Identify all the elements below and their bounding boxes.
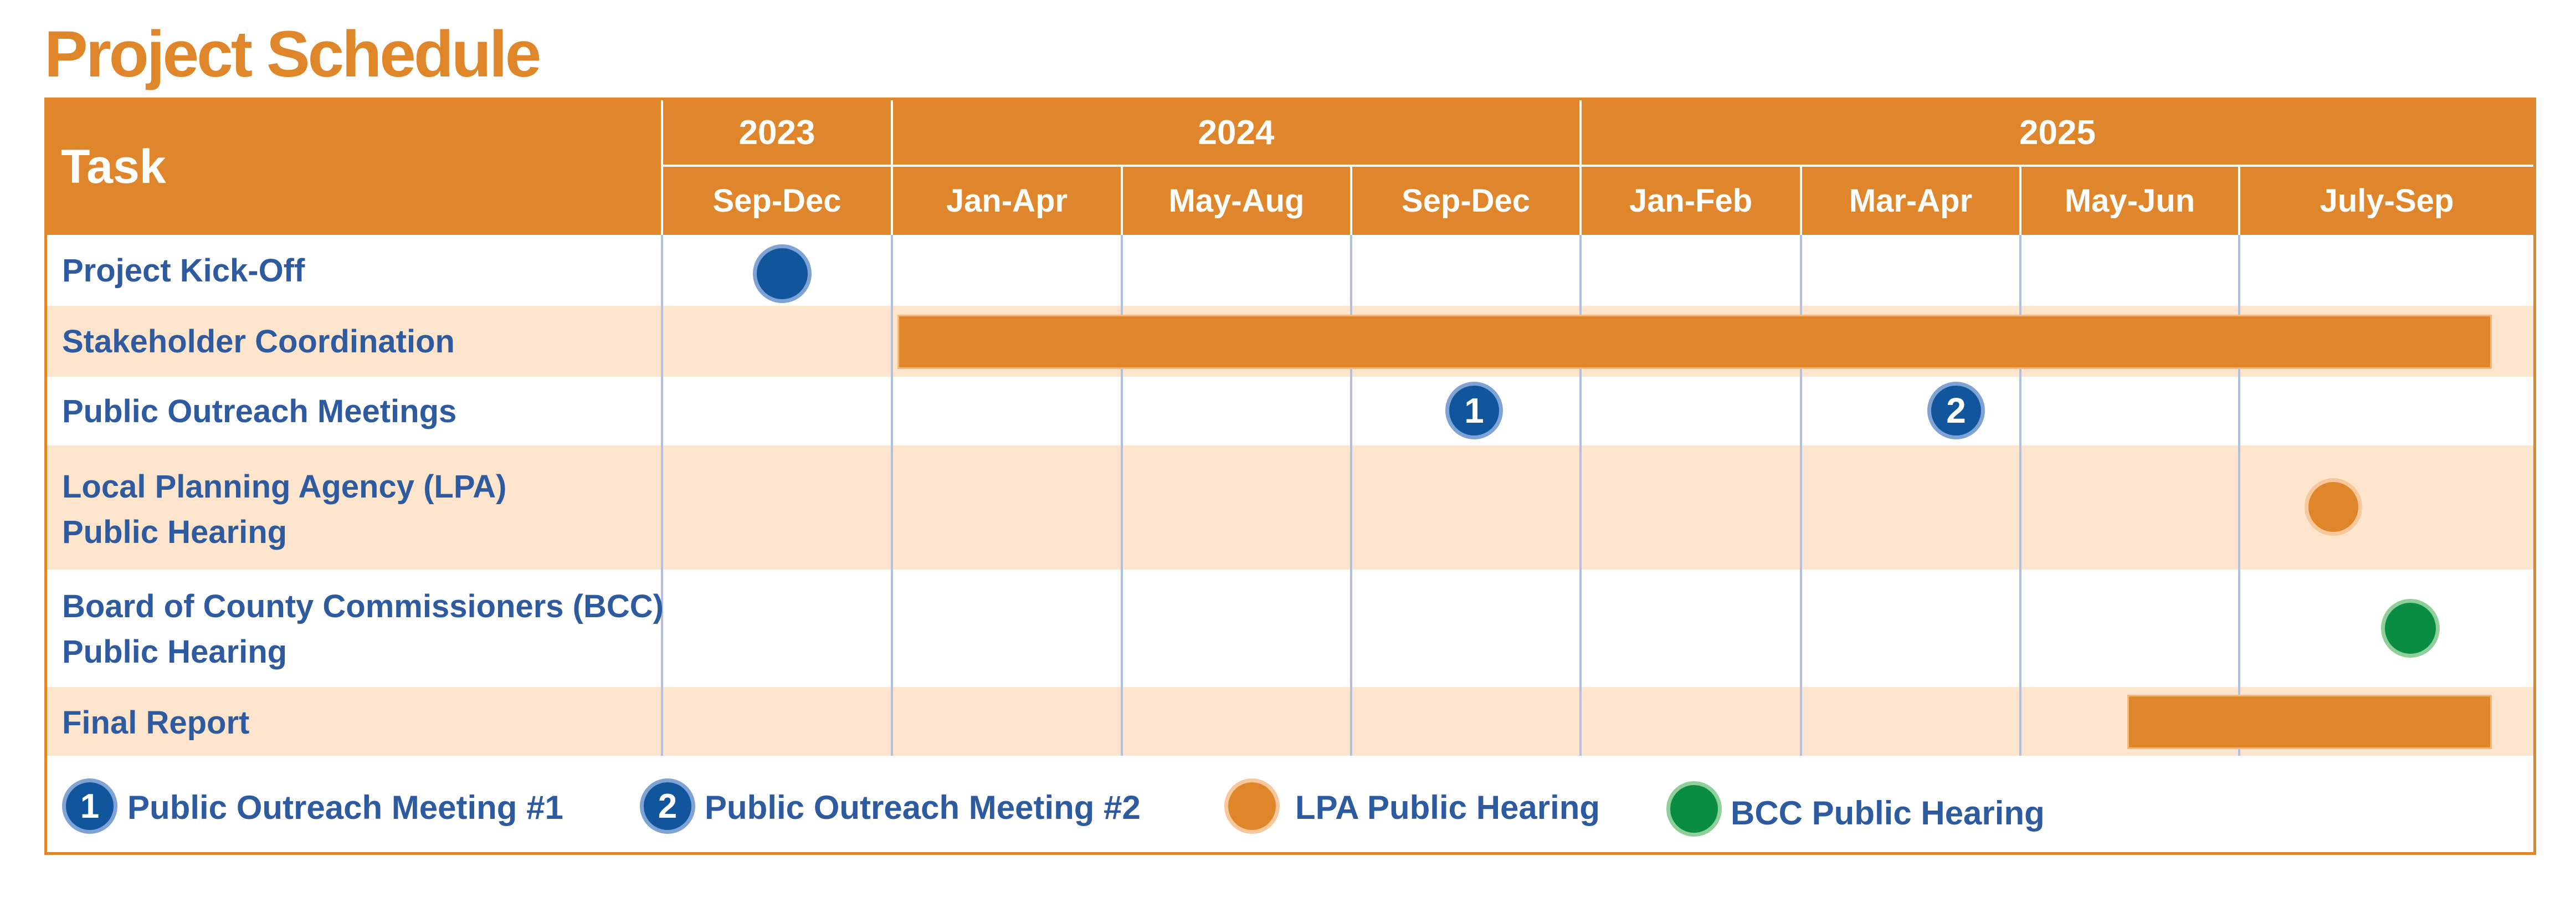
legend-lpa-label: LPA Public Hearing: [1295, 789, 1600, 826]
grid-line: [1800, 235, 1802, 756]
legend-bcc-label: BCC Public Hearing: [1731, 795, 2045, 832]
period-header: Sep-Dec: [712, 183, 841, 219]
header-vdivider: [2238, 165, 2240, 235]
page-title: Project Schedule: [44, 18, 541, 91]
period-header: May-Jun: [2064, 183, 2195, 219]
task-column-header: Task: [61, 140, 166, 193]
year-header: 2025: [2019, 113, 2096, 152]
grid-line: [891, 235, 893, 756]
legend-lpa-icon: [1224, 778, 1280, 834]
kickoff-marker: [753, 244, 812, 303]
task-row: [47, 687, 2533, 756]
task-row: [47, 377, 2533, 445]
legend-meeting-1-icon: 1: [62, 778, 117, 834]
task-row: [47, 235, 2533, 306]
year-header: 2023: [738, 113, 815, 152]
task-label: Board of County Commissioners (BCC) Publi…: [62, 588, 664, 670]
task-label: Public Outreach Meetings: [62, 393, 457, 429]
task-label: Stakeholder Coordination: [62, 324, 455, 360]
header-divider: [662, 165, 2533, 167]
header-vdivider: [891, 100, 893, 235]
legend-bcc-icon: [1666, 781, 1722, 837]
grid-line: [1121, 235, 1123, 756]
header-vdivider: [661, 100, 663, 235]
header-vdivider: [1800, 165, 1802, 235]
task-label: Local Planning Agency (LPA) Public Hearin…: [62, 469, 507, 550]
period-header: May-Aug: [1168, 183, 1305, 219]
header-vdivider: [2019, 165, 2021, 235]
final-report-bar: [2127, 695, 2492, 749]
period-header: Jan-Apr: [946, 183, 1068, 219]
task-label: Project Kick-Off: [62, 253, 305, 289]
lpa-hearing-marker: [2305, 478, 2362, 536]
grid-line: [661, 235, 663, 756]
stakeholder-coordination-bar: [897, 315, 2492, 369]
task-row: [47, 445, 2533, 570]
grid-line: [2019, 235, 2021, 756]
header-vdivider: [1121, 165, 1123, 235]
header-vdivider: [1350, 165, 1352, 235]
legend-meeting-1-label: Public Outreach Meeting #1: [127, 789, 563, 826]
legend-meeting-2-icon: 2: [640, 778, 695, 834]
table-header: [47, 100, 2533, 235]
bcc-hearing-marker: [2381, 599, 2440, 658]
task-label: Final Report: [62, 705, 250, 741]
period-header: Mar-Apr: [1849, 183, 1973, 219]
period-header: Jan-Feb: [1629, 183, 1753, 219]
year-header: 2024: [1198, 113, 1275, 152]
task-row: [47, 570, 2533, 687]
grid-line: [1579, 235, 1582, 756]
grid-line: [1350, 235, 1352, 756]
period-header: Sep-Dec: [1401, 183, 1531, 219]
outreach-meeting-1-marker: 1: [1445, 382, 1503, 439]
grid-line: [2238, 235, 2240, 756]
legend-meeting-2-label: Public Outreach Meeting #2: [705, 789, 1141, 826]
period-header: July-Sep: [2320, 183, 2454, 219]
outreach-meeting-2-marker: 2: [1927, 382, 1985, 439]
header-vdivider: [1579, 100, 1582, 235]
